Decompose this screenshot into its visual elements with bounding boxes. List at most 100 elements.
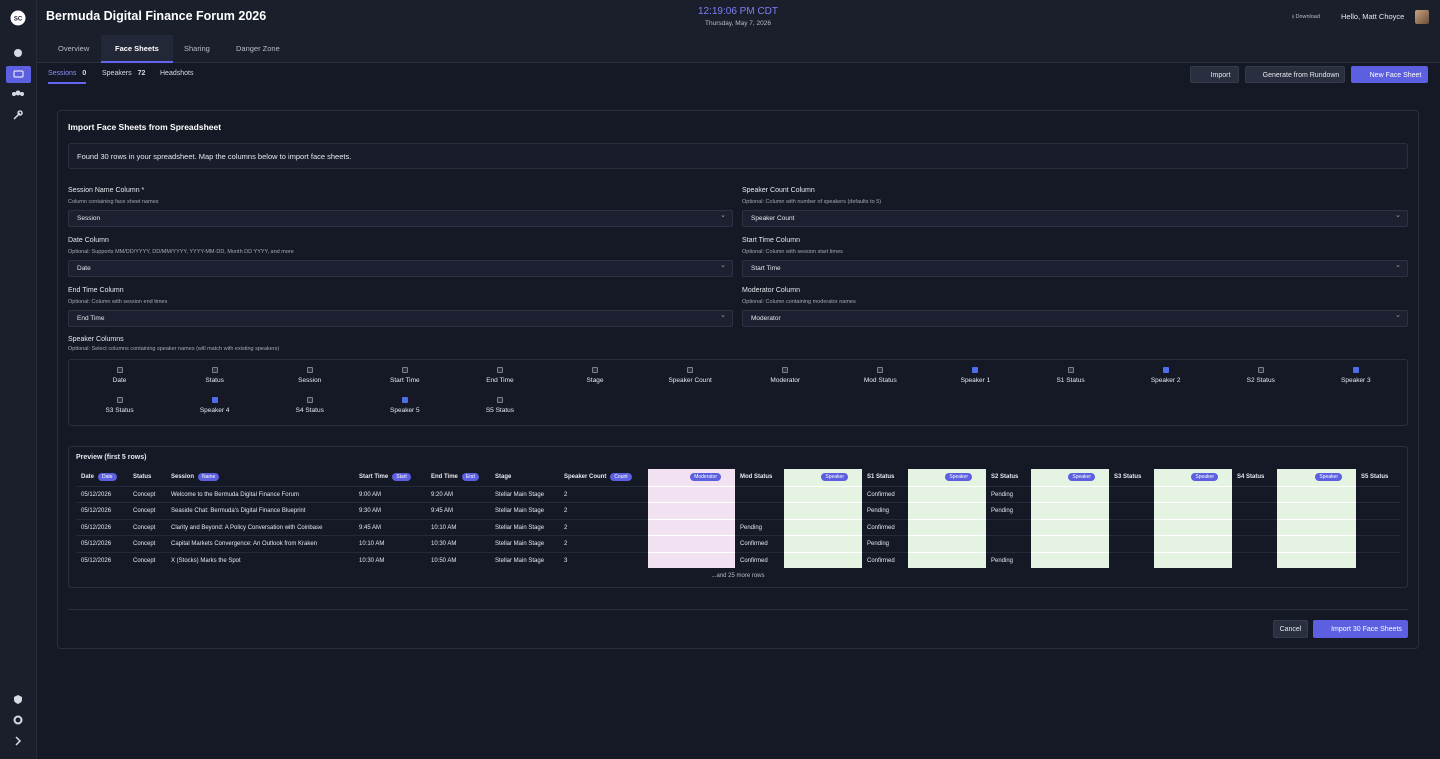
header-badge: Moderator [690, 473, 721, 481]
field-hint: Optional: Column containing moderator na… [742, 299, 856, 305]
checkbox[interactable] [211, 367, 218, 373]
table-cell: 10:10 AM [426, 518, 490, 536]
checkbox[interactable] [972, 367, 979, 373]
field-label: Date Column [68, 237, 109, 244]
select[interactable]: Session [68, 208, 733, 227]
select[interactable]: Speaker Count [742, 208, 1408, 227]
header-badge: Speaker [945, 473, 972, 481]
avatar[interactable] [1415, 10, 1429, 24]
checkbox[interactable] [1257, 367, 1264, 373]
checkbox[interactable] [306, 397, 313, 403]
logo[interactable] [10, 10, 26, 26]
table-cell: Welcome to the Bermuda Digital Finance F… [166, 485, 354, 503]
checkbox[interactable] [782, 367, 789, 373]
toolbar-button[interactable]: Import [1190, 66, 1239, 83]
table-cell [1031, 502, 1109, 519]
nav-expand[interactable] [15, 736, 22, 746]
header-badge: Speaker [1191, 473, 1218, 481]
nav-icon[interactable] [13, 715, 23, 725]
checkbox[interactable] [687, 367, 694, 373]
checkbox[interactable] [1352, 367, 1359, 373]
checkbox[interactable] [877, 367, 884, 373]
nav-icon[interactable] [13, 110, 23, 120]
checkbox-grid [68, 359, 1408, 426]
table-cell [1154, 502, 1232, 519]
download-link[interactable]: ⭳ Download [1292, 14, 1320, 20]
table-cell: Stellar Main Stage [490, 502, 559, 519]
table-cell: Pending [986, 502, 1031, 519]
table-header: Speaker [1277, 469, 1356, 485]
table-header: Speaker [1154, 469, 1232, 485]
label: Speaker Columns [68, 336, 124, 343]
checkbox[interactable] [496, 367, 503, 373]
action-button[interactable]: Cancel [1273, 620, 1308, 638]
table-cell: 9:45 AM [354, 518, 426, 536]
checkbox[interactable] [306, 367, 313, 373]
checkbox[interactable] [1067, 367, 1074, 373]
select[interactable]: End Time [68, 308, 733, 327]
table-cell [1154, 535, 1232, 552]
preview-title: Preview (first 5 rows) [76, 454, 147, 461]
table-cell: Concept [128, 551, 166, 569]
action-button[interactable]: Import 30 Face Sheets [1313, 620, 1408, 638]
checkbox[interactable] [116, 397, 123, 403]
select[interactable]: Moderator [742, 308, 1408, 327]
table-cell: X (Stocks) Marks the Spot [166, 551, 354, 569]
download-text: Download [1295, 14, 1320, 20]
header-badge: Speaker [1068, 473, 1095, 481]
header-label: Speaker Count [564, 474, 607, 480]
subtab[interactable]: Sessions 0 [48, 66, 87, 84]
clock-date: Thursday, May 7, 2026 [705, 20, 771, 27]
toolbar-button[interactable]: Generate from Rundown [1245, 66, 1345, 83]
top-bar [37, 0, 1440, 63]
table-header: Stage [490, 469, 559, 485]
select[interactable]: Start Time [742, 258, 1408, 277]
subtab[interactable]: Speakers 72 [102, 66, 145, 84]
table-cell [735, 485, 784, 503]
table-cell [1277, 551, 1356, 569]
header-label: S1 Status [867, 474, 895, 480]
header-label: Mod Status [740, 474, 773, 480]
header-badge: End [461, 473, 479, 481]
header-label: Session [171, 474, 195, 480]
checkbox[interactable] [116, 367, 123, 373]
table-cell [1277, 485, 1356, 503]
tab[interactable]: Overview [58, 44, 90, 53]
tab[interactable]: Danger Zone [236, 44, 280, 53]
select[interactable]: Date [68, 258, 733, 277]
checkbox[interactable] [592, 367, 598, 373]
table-cell: Stellar Main Stage [490, 518, 559, 536]
table-header: Moderator [648, 469, 735, 485]
checkbox[interactable] [496, 397, 503, 403]
table-cell [1154, 518, 1232, 536]
table-cell: 2 [559, 518, 648, 536]
checkbox[interactable] [211, 397, 218, 403]
clock: 12:19:06 PM CDT [697, 6, 779, 17]
table-cell: 05/12/2026 [76, 518, 128, 536]
table-cell: Pending [862, 535, 908, 552]
subtab[interactable]: Headshots [160, 66, 193, 84]
table-header: Speaker Count Count [559, 469, 648, 485]
toolbar-button[interactable]: New Face Sheet [1351, 66, 1428, 83]
table-cell [908, 502, 986, 519]
nav-icon[interactable] [15, 90, 21, 96]
checkbox[interactable] [1162, 367, 1169, 373]
nav-icon[interactable] [14, 49, 22, 57]
checkbox-label: Session [298, 377, 322, 384]
divider [68, 609, 1408, 610]
tab[interactable]: Sharing [184, 44, 210, 53]
sidebar-icons: SC [6, 10, 31, 746]
nav-active[interactable] [6, 66, 31, 83]
table-cell [648, 535, 735, 552]
nav-icon[interactable] [14, 695, 22, 704]
table-header: Speaker [1031, 469, 1109, 485]
table-cell [908, 518, 986, 536]
nav-icon [13, 70, 24, 78]
checkbox-label: Stage [586, 377, 604, 384]
table-cell [1232, 551, 1277, 569]
checkbox[interactable] [401, 397, 408, 403]
tab[interactable]: Face Sheets [101, 35, 173, 63]
table-cell [908, 551, 986, 569]
checkbox[interactable] [401, 367, 408, 373]
greeting: Hello, Matt Choyce [1341, 12, 1405, 21]
